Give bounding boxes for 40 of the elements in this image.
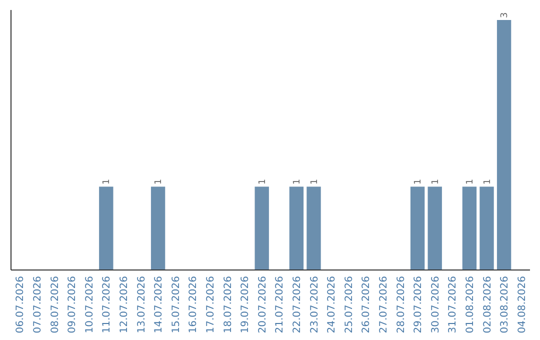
data-label: 1 xyxy=(310,178,320,185)
data-label: 1 xyxy=(102,178,112,185)
x-tick-label: 17.07.2026 xyxy=(205,276,216,334)
x-tick-label: 06.07.2026 xyxy=(15,276,26,334)
x-tick-label: 07.07.2026 xyxy=(32,276,44,334)
data-label: 1 xyxy=(258,178,268,185)
x-tick-label: 28.07.2026 xyxy=(396,276,407,334)
x-tick-label: 12.07.2026 xyxy=(118,276,130,334)
data-label: 1 xyxy=(465,178,476,185)
x-tick-label: 18.07.2026 xyxy=(222,276,234,334)
x-tick-label: 04.08.2026 xyxy=(516,276,528,334)
x-tick-label: 29.07.2026 xyxy=(413,276,424,334)
x-tick-label: 25.07.2026 xyxy=(344,276,355,334)
x-tick-label: 03.08.2026 xyxy=(500,276,511,334)
data-label: 1 xyxy=(414,178,424,185)
x-tick-label: 08.07.2026 xyxy=(50,276,61,334)
x-tick-label: 13.07.2026 xyxy=(136,276,148,334)
data-label: 1 xyxy=(430,178,441,185)
x-tick-label: 30.07.2026 xyxy=(430,276,442,334)
x-tick-label: 24.07.2026 xyxy=(326,276,338,334)
x-tick-label: 26.07.2026 xyxy=(361,276,372,334)
x-tick-label: 21.07.2026 xyxy=(274,276,286,334)
x-tick-label: 19.07.2026 xyxy=(240,276,252,334)
x-tick-label: 27.07.2026 xyxy=(378,276,390,334)
data-label: 1 xyxy=(154,178,164,185)
x-tick-label: 14.07.2026 xyxy=(154,276,165,334)
data-label: 1 xyxy=(482,178,493,185)
x-tick-label: 09.07.2026 xyxy=(67,276,78,334)
x-tick-label: 22.07.2026 xyxy=(292,276,303,334)
x-tick-label: 10.07.2026 xyxy=(84,276,96,334)
data-label: 3 xyxy=(500,12,510,18)
x-tick-label: 01.08.2026 xyxy=(464,276,476,334)
x-tick-label: 11.07.2026 xyxy=(102,276,113,334)
x-tick-label: 16.07.2026 xyxy=(188,276,200,334)
data-label: 1 xyxy=(292,178,302,185)
x-tick-label: 20.07.2026 xyxy=(257,276,268,334)
x-tick-label: 31.07.2026 xyxy=(448,276,459,334)
x-tick-label: 02.08.2026 xyxy=(482,276,494,334)
x-tick-label: 23.07.2026 xyxy=(309,276,320,334)
x-tick-label: 15.07.2026 xyxy=(170,276,182,334)
